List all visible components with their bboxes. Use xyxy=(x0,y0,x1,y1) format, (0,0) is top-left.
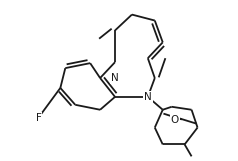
Text: O: O xyxy=(171,115,179,125)
Text: N: N xyxy=(111,73,119,83)
Text: N: N xyxy=(144,92,152,102)
Text: F: F xyxy=(35,113,41,123)
